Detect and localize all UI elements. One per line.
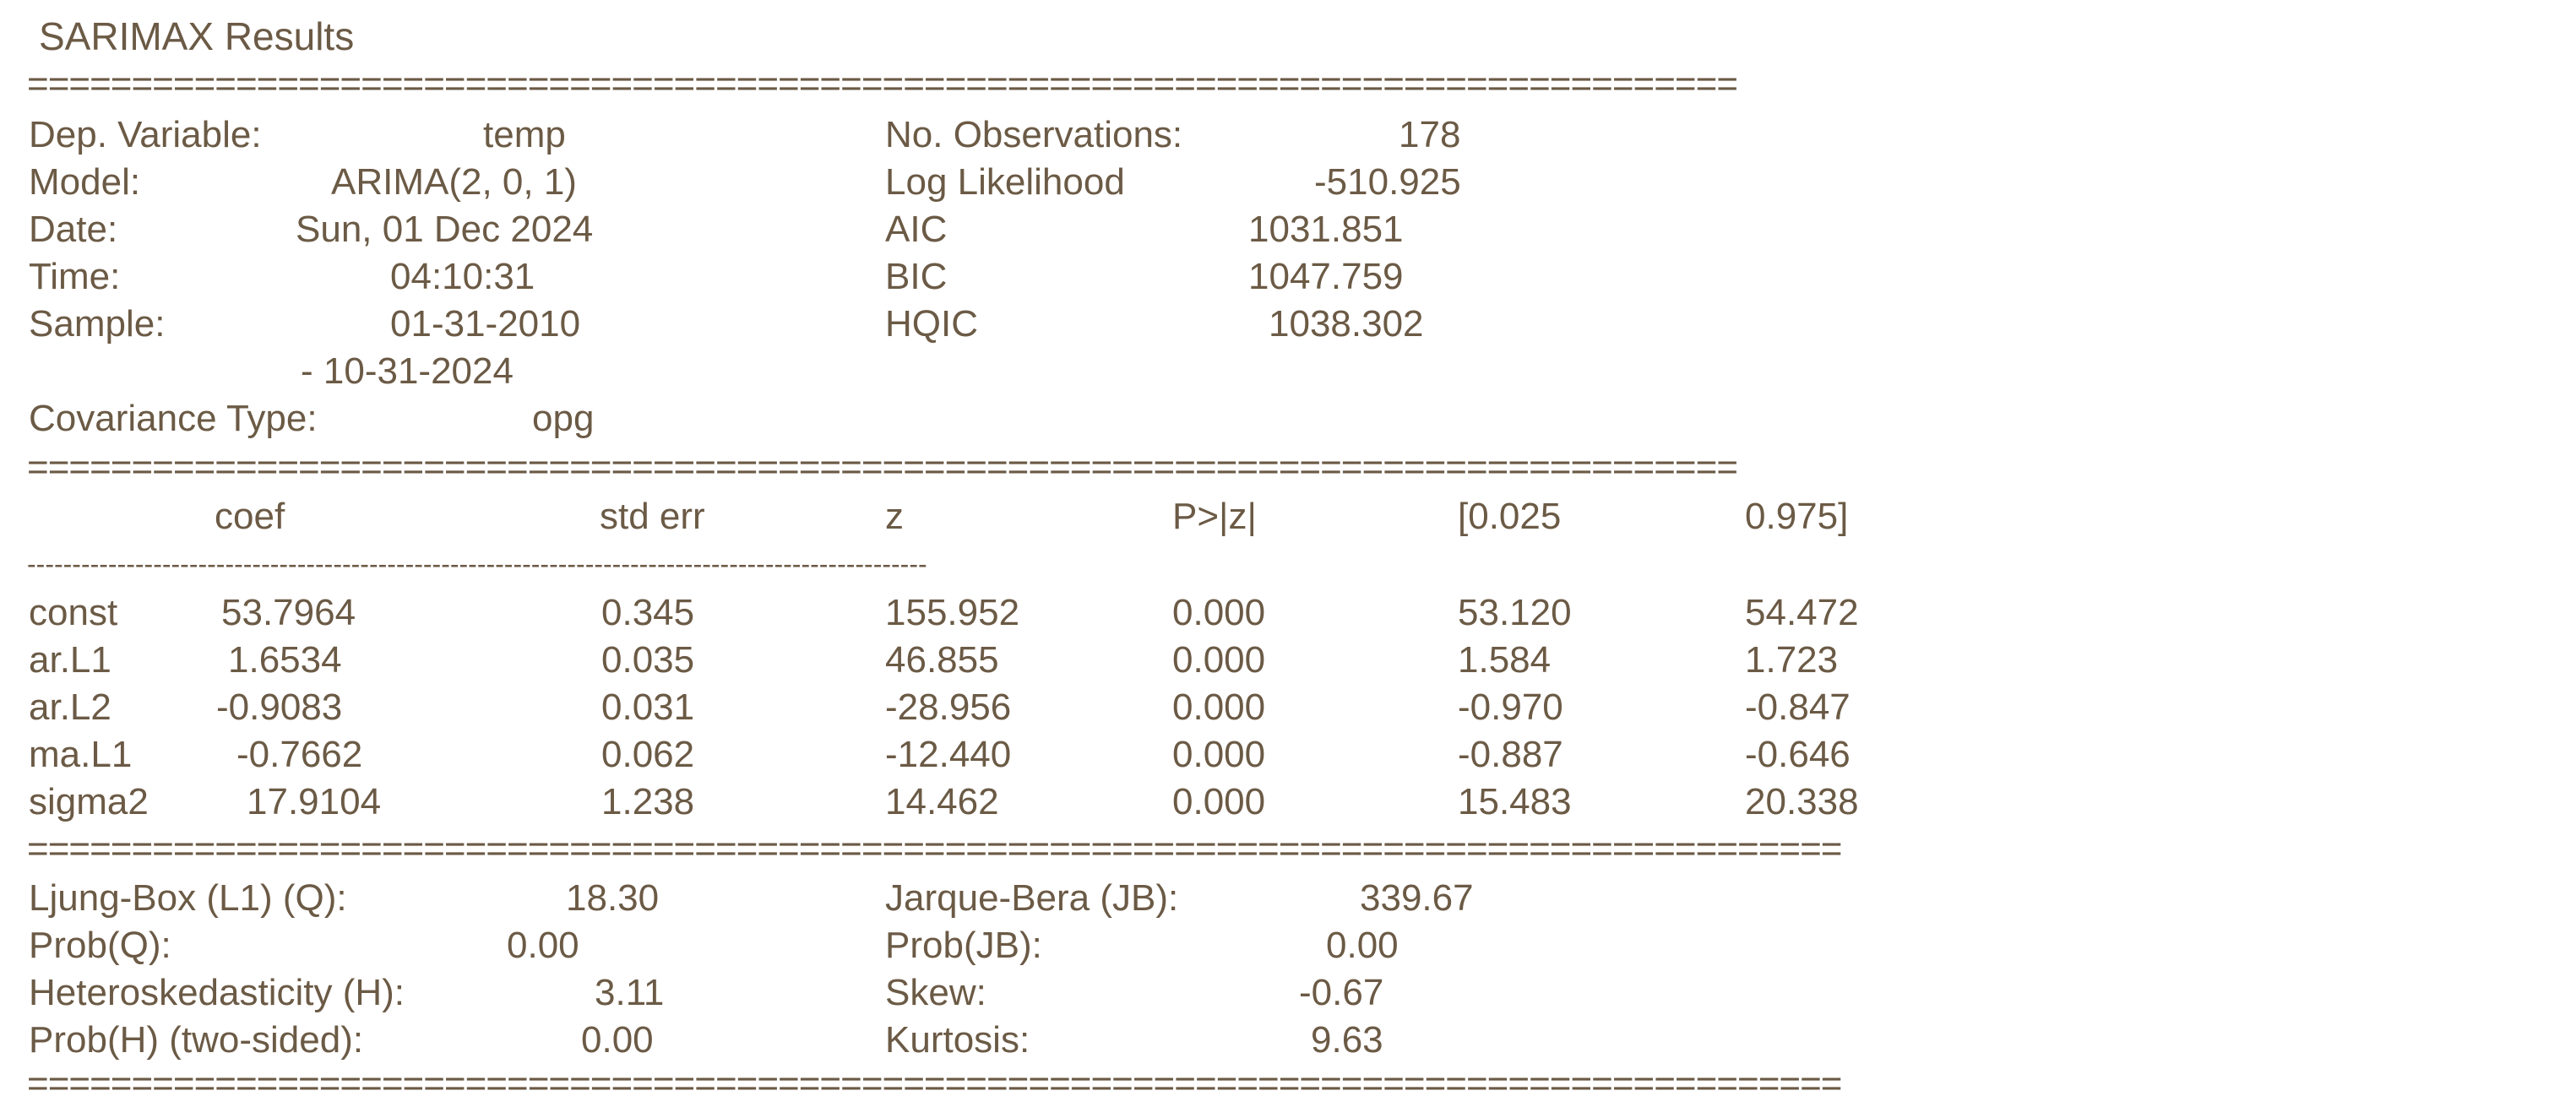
prob-h-label: Prob(H) (two-sided): [29, 1019, 364, 1061]
row-name: const [29, 592, 118, 633]
ljung-box-value: 18.30 [566, 877, 660, 919]
row-name: ar.L1 [29, 639, 111, 681]
row-coef: 17.9104 [247, 781, 382, 822]
row-ci-low: 53.120 [1458, 592, 1572, 633]
col-header-ci-low: [0.025 [1458, 496, 1562, 537]
col-header-ci-high: 0.975] [1745, 496, 1849, 537]
jarque-bera-label: Jarque-Bera (JB): [885, 877, 1179, 919]
skew-label: Skew: [885, 972, 986, 1013]
row-z: 14.462 [885, 781, 999, 822]
row-p: 0.000 [1172, 686, 1266, 728]
row-p: 0.000 [1172, 781, 1266, 822]
aic-label: AIC [885, 209, 948, 250]
sample-end-value: - 10-31-2024 [301, 350, 514, 392]
row-z: -12.440 [885, 734, 1012, 775]
row-std-err: 0.031 [601, 686, 695, 728]
row-std-err: 1.238 [601, 781, 695, 822]
row-name: ar.L2 [29, 686, 111, 728]
row-coef: 1.6534 [228, 639, 342, 681]
dep-variable-value: temp [483, 114, 566, 155]
row-ci-high: 20.338 [1745, 781, 1859, 822]
row-z: 46.855 [885, 639, 999, 681]
row-name: ma.L1 [29, 734, 133, 775]
hqic-label: HQIC [885, 303, 978, 345]
jarque-bera-value: 339.67 [1360, 877, 1474, 919]
hqic-value: 1038.302 [1269, 303, 1424, 345]
prob-q-label: Prob(Q): [29, 925, 171, 966]
double-rule-mid: ========================================… [27, 449, 1738, 488]
prob-h-value: 0.00 [581, 1019, 654, 1061]
aic-value: 1031.851 [1248, 209, 1404, 250]
dep-variable-label: Dep. Variable: [29, 114, 262, 155]
model-label: Model: [29, 161, 141, 203]
covariance-type-value: opg [532, 398, 595, 439]
col-header-z: z [885, 496, 904, 537]
time-label: Time: [29, 256, 121, 297]
heteroskedasticity-label: Heteroskedasticity (H): [29, 972, 405, 1013]
log-likelihood-label: Log Likelihood [885, 161, 1125, 203]
prob-q-value: 0.00 [507, 925, 579, 966]
kurtosis-value: 9.63 [1311, 1019, 1383, 1061]
row-z: 155.952 [885, 592, 1020, 633]
row-z: -28.956 [885, 686, 1012, 728]
col-header-coef: coef [215, 496, 285, 537]
row-coef: -0.9083 [216, 686, 343, 728]
row-ci-low: 15.483 [1458, 781, 1572, 822]
double-rule-bottom: ========================================… [27, 1066, 1843, 1104]
row-std-err: 0.035 [601, 639, 695, 681]
dashed-rule: ----------------------------------------… [27, 551, 927, 579]
double-rule-diag-top: ========================================… [27, 831, 1843, 870]
row-std-err: 0.062 [601, 734, 695, 775]
row-ci-high: -0.646 [1745, 734, 1850, 775]
n-observations-value: 178 [1399, 114, 1461, 155]
prob-jb-label: Prob(JB): [885, 925, 1042, 966]
kurtosis-label: Kurtosis: [885, 1019, 1030, 1061]
col-header-std-err: std err [600, 496, 705, 537]
row-std-err: 0.345 [601, 592, 695, 633]
date-label: Date: [29, 209, 118, 250]
row-ci-high: -0.847 [1745, 686, 1850, 728]
double-rule-top: ========================================… [27, 66, 1738, 105]
bic-value: 1047.759 [1248, 256, 1404, 297]
sample-start-value: 01-31-2010 [390, 303, 581, 345]
heteroskedasticity-value: 3.11 [595, 972, 665, 1013]
covariance-type-label: Covariance Type: [29, 398, 318, 439]
sample-label: Sample: [29, 303, 166, 345]
row-name: sigma2 [29, 781, 149, 822]
prob-jb-value: 0.00 [1326, 925, 1399, 966]
bic-label: BIC [885, 256, 948, 297]
col-header-p: P>|z| [1172, 496, 1257, 537]
ljung-box-label: Ljung-Box (L1) (Q): [29, 877, 347, 919]
row-ci-low: -0.970 [1458, 686, 1563, 728]
row-ci-high: 1.723 [1745, 639, 1839, 681]
time-value: 04:10:31 [390, 256, 535, 297]
row-coef: -0.7662 [236, 734, 363, 775]
n-observations-label: No. Observations: [885, 114, 1183, 155]
log-likelihood-value: -510.925 [1314, 161, 1461, 203]
row-coef: 53.7964 [221, 592, 356, 633]
row-ci-high: 54.472 [1745, 592, 1859, 633]
row-p: 0.000 [1172, 734, 1266, 775]
row-ci-low: -0.887 [1458, 734, 1563, 775]
row-ci-low: 1.584 [1458, 639, 1552, 681]
row-p: 0.000 [1172, 592, 1266, 633]
row-p: 0.000 [1172, 639, 1266, 681]
date-value: Sun, 01 Dec 2024 [296, 209, 594, 250]
model-value: ARIMA(2, 0, 1) [331, 161, 577, 203]
skew-value: -0.67 [1299, 972, 1384, 1013]
results-title: SARIMAX Results [39, 14, 355, 58]
